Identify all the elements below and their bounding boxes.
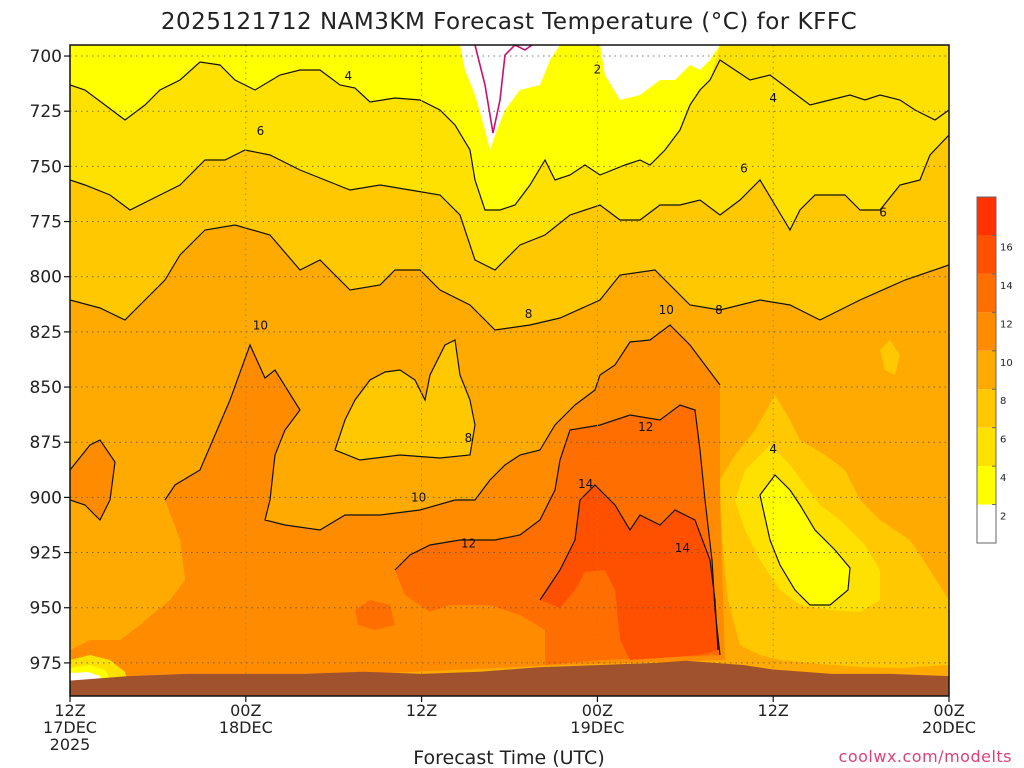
y-tick-label: 700 (30, 47, 62, 67)
contour-label: 10 (411, 490, 426, 504)
colorbar-label: 6 (1000, 435, 1006, 446)
y-tick-label: 775 (30, 213, 62, 233)
grid-lines (70, 45, 949, 696)
x-tick-label: 12Z (758, 701, 789, 720)
colorbar-label: 8 (1000, 396, 1006, 407)
colorbar-swatch (977, 350, 996, 390)
y-tick-label: 825 (30, 323, 62, 343)
contour-label: 4 (769, 91, 777, 105)
x-tick-label: 00Z (230, 701, 261, 720)
y-tick-label: 900 (30, 488, 62, 508)
y-tick-label: 725 (30, 102, 62, 122)
contour-label: 14 (675, 541, 690, 555)
x-tick-label: 20DEC (922, 718, 976, 737)
y-tick-label: 975 (30, 654, 62, 674)
x-tick-label: 12Z (54, 701, 85, 720)
colorbar-swatch (977, 389, 996, 428)
contour-lines (70, 59, 949, 656)
colorbar-label: 14 (1000, 281, 1013, 292)
colorbar-swatch (977, 427, 996, 467)
y-tick-label: 950 (30, 599, 62, 619)
colorbar-label: 16 (1000, 242, 1013, 253)
y-tick-label: 850 (30, 378, 62, 398)
contour-label: 10 (253, 318, 268, 332)
y-tick-label: 875 (30, 433, 62, 453)
colorbar-swatch (977, 312, 996, 351)
contour-label: 6 (257, 124, 265, 138)
terrain-surface (70, 660, 949, 696)
chart-title: 2025121712 NAM3KM Forecast Temperature (… (161, 9, 857, 35)
colorbar-swatch (977, 273, 996, 313)
y-tick-label: 750 (30, 157, 62, 177)
y-axis: 700 725 750 775 800 825 850 875 900 925 950 975 (30, 47, 70, 674)
freezing-line (474, 45, 533, 134)
plot-frame (69, 44, 950, 697)
contour-label: 2 (594, 62, 602, 76)
x-tick-label: 2025 (50, 735, 91, 754)
colorbar-swatch (977, 466, 996, 505)
contour-label: 6 (879, 206, 887, 220)
x-tick-label: 18DEC (219, 718, 273, 737)
y-tick-label: 800 (30, 268, 62, 288)
colorbar-label: 10 (1000, 358, 1013, 369)
contour-label: 12 (461, 537, 476, 551)
contour-label: 14 (578, 477, 593, 491)
x-tick-label: 19DEC (570, 718, 624, 737)
contour-label: 10 (659, 303, 674, 317)
colorbar-label: 4 (1000, 473, 1006, 484)
colorbar-swatch (977, 504, 996, 543)
contour-label: 4 (345, 69, 353, 83)
colorbar-label: 2 (1000, 512, 1006, 523)
contour-label: 8 (715, 303, 723, 317)
x-tick-label: 00Z (933, 701, 964, 720)
x-axis-label: Forecast Time (UTC) (413, 747, 604, 768)
contour-label: 12 (638, 420, 653, 434)
colorbar-frame (976, 196, 997, 544)
credit-text: coolwx.com/modelts (839, 747, 1012, 766)
y-tick-label: 925 (30, 544, 62, 564)
contour-label: 8 (465, 431, 473, 445)
contour-label: 4 (769, 442, 777, 456)
colorbar-swatch (977, 197, 996, 236)
colorbar-label: 12 (1000, 319, 1013, 330)
contour-labels: 2 4 4 4 6 6 6 8 8 8 10 10 10 12 12 14 14 (253, 62, 887, 555)
contour-label: 6 (740, 162, 748, 176)
x-tick-label: 17DEC (43, 718, 97, 737)
temperature-field (70, 45, 949, 696)
contour-label: 8 (525, 307, 533, 321)
colorbar-legend: 2 4 6 8 10 12 14 16 (976, 196, 1013, 544)
x-tick-label: 12Z (406, 701, 437, 720)
x-tick-label: 00Z (582, 701, 613, 720)
colorbar-swatch (977, 235, 996, 274)
